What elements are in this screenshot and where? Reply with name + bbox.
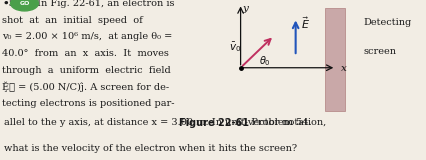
Text: In Fig. 22-61, an electron is: In Fig. 22-61, an electron is xyxy=(37,0,175,8)
Text: x: x xyxy=(340,64,346,73)
Text: 40.0°  from  an  x  axis.  It  moves: 40.0° from an x axis. It moves xyxy=(2,49,169,58)
Text: $\theta_0$: $\theta_0$ xyxy=(259,54,271,68)
Text: through  a  uniform  electric  field: through a uniform electric field xyxy=(2,66,171,75)
Text: screen: screen xyxy=(363,47,396,56)
Text: shot  at  an  initial  speed  of: shot at an initial speed of xyxy=(2,16,143,24)
Text: tecting electrons is positioned par-: tecting electrons is positioned par- xyxy=(2,99,175,108)
Text: $\vec{E}$: $\vec{E}$ xyxy=(302,15,311,31)
Bar xyxy=(325,8,345,111)
Circle shape xyxy=(11,0,38,11)
Text: $\bar{v}_0$: $\bar{v}_0$ xyxy=(229,40,242,54)
Text: allel to the y axis, at distance x = 3.00 m. In unit-vector notation,: allel to the y axis, at distance x = 3.0… xyxy=(4,118,326,127)
Text: what is the velocity of the electron when it hits the screen?: what is the velocity of the electron whe… xyxy=(4,144,297,153)
Text: v₀ = 2.00 × 10⁶ m/s,  at angle θ₀ =: v₀ = 2.00 × 10⁶ m/s, at angle θ₀ = xyxy=(2,32,173,41)
Text: Problem 54.: Problem 54. xyxy=(245,118,311,127)
Text: •54: •54 xyxy=(2,0,23,8)
Text: Detecting: Detecting xyxy=(363,18,412,27)
Text: GO: GO xyxy=(19,1,30,6)
Text: y: y xyxy=(242,4,248,12)
Text: Figure 22-61: Figure 22-61 xyxy=(179,118,249,128)
Text: Ḝ⃗ = (5.00 N/C)ĵ. A screen for de-: Ḝ⃗ = (5.00 N/C)ĵ. A screen for de- xyxy=(2,81,169,92)
